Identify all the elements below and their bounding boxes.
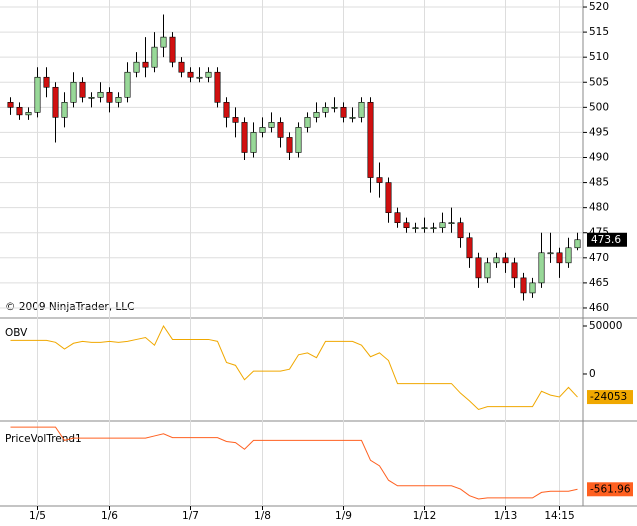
last-price-box <box>587 232 627 247</box>
candle-body <box>133 61 140 73</box>
candle-body <box>439 222 446 229</box>
candle-body <box>421 227 428 230</box>
candle-body <box>466 237 473 259</box>
candle-body <box>61 102 68 118</box>
y-tick-label: 480 <box>589 202 609 214</box>
candle-body <box>43 76 50 88</box>
x-tick-label: 1/8 <box>254 510 271 522</box>
candle-body <box>151 46 158 68</box>
candle-body <box>331 107 338 109</box>
candle-body <box>187 71 194 78</box>
candle-body <box>448 222 455 225</box>
candle-body <box>79 81 86 98</box>
candle-body <box>250 132 257 153</box>
candle-body <box>502 257 509 264</box>
candle-body <box>367 102 374 178</box>
candle-body <box>7 102 14 108</box>
candle-body <box>214 71 221 103</box>
y-tick-label: 505 <box>589 76 609 88</box>
candle-body <box>511 262 518 279</box>
y-tick-label: 520 <box>589 1 609 13</box>
candle-body <box>169 36 176 63</box>
candle-body <box>340 107 347 118</box>
y-tick-label: 500 <box>589 101 609 113</box>
candle-body <box>322 107 329 113</box>
candle-body <box>349 117 356 119</box>
last-value-label: -561.96 <box>590 483 631 495</box>
candle-body <box>70 81 77 103</box>
candle-body <box>547 252 554 255</box>
candle-body <box>232 117 239 123</box>
indicator-line <box>10 324 578 411</box>
candle-body <box>376 177 383 183</box>
candle-body <box>430 227 437 230</box>
candle-body <box>88 97 95 99</box>
candle-body <box>223 102 230 118</box>
candle-body <box>205 71 212 78</box>
last-value-box <box>587 482 633 497</box>
indicator-line <box>10 426 578 500</box>
panel-name: PriceVolTrend1 <box>5 433 82 445</box>
last-price-label: 473.6 <box>591 234 621 246</box>
y-tick-label: 460 <box>589 302 609 314</box>
candle-body <box>475 257 482 279</box>
x-tick-label: 1/6 <box>101 510 118 522</box>
y-tick-label: 490 <box>589 151 609 163</box>
candle-body <box>97 91 104 98</box>
x-tick-label: 1/9 <box>335 510 352 522</box>
x-tick-label: 1/7 <box>182 510 199 522</box>
candle-body <box>574 239 581 249</box>
candle-body <box>25 112 32 116</box>
candle-body <box>196 76 203 79</box>
y-tick-label: 0 <box>589 368 596 380</box>
x-tick-label: 1/5 <box>29 510 46 522</box>
y-tick-label: 50000 <box>589 320 622 332</box>
x-tick-label: 1/12 <box>413 510 437 522</box>
y-tick-label: 495 <box>589 126 609 138</box>
candle-body <box>16 107 23 116</box>
candle-body <box>277 122 284 138</box>
y-tick-label: 510 <box>589 51 609 63</box>
candle-body <box>403 222 410 229</box>
y-tick-label: 470 <box>589 252 609 264</box>
last-value-box <box>587 390 633 405</box>
candle-body <box>358 102 365 118</box>
candle-body <box>178 61 185 73</box>
candle-body <box>412 227 419 230</box>
candle-body <box>295 127 302 153</box>
candle-body <box>394 212 401 224</box>
candle-body <box>34 76 41 113</box>
candle-body <box>556 252 563 264</box>
candle-body <box>520 277 527 294</box>
candle-body <box>142 61 149 68</box>
candle-body <box>457 222 464 239</box>
panel-name: OBV <box>5 327 28 339</box>
candle-body <box>241 122 248 153</box>
last-value-label: -24053 <box>590 391 627 403</box>
candle-body <box>484 262 491 279</box>
candle-body <box>385 182 392 213</box>
candle-body <box>538 252 545 284</box>
y-tick-label: 515 <box>589 26 609 38</box>
candle-body <box>259 127 266 133</box>
candle-body <box>529 282 536 294</box>
candle-body <box>115 97 122 103</box>
candle-body <box>124 71 131 98</box>
candle-body <box>286 137 293 153</box>
candle-body <box>52 86 59 118</box>
copyright: © 2009 NinjaTrader, LLC <box>5 301 134 313</box>
candle-body <box>160 36 167 48</box>
candle-body <box>304 117 311 128</box>
y-tick-label: 485 <box>589 177 609 189</box>
candle-body <box>565 247 572 264</box>
candle-body <box>313 112 320 118</box>
x-tick-label: 14:15 <box>544 510 574 522</box>
y-tick-label: 465 <box>589 277 609 289</box>
x-tick-label: 1/13 <box>494 510 518 522</box>
candle-body <box>493 257 500 264</box>
candle-body <box>268 122 275 128</box>
candle-body <box>106 91 113 103</box>
